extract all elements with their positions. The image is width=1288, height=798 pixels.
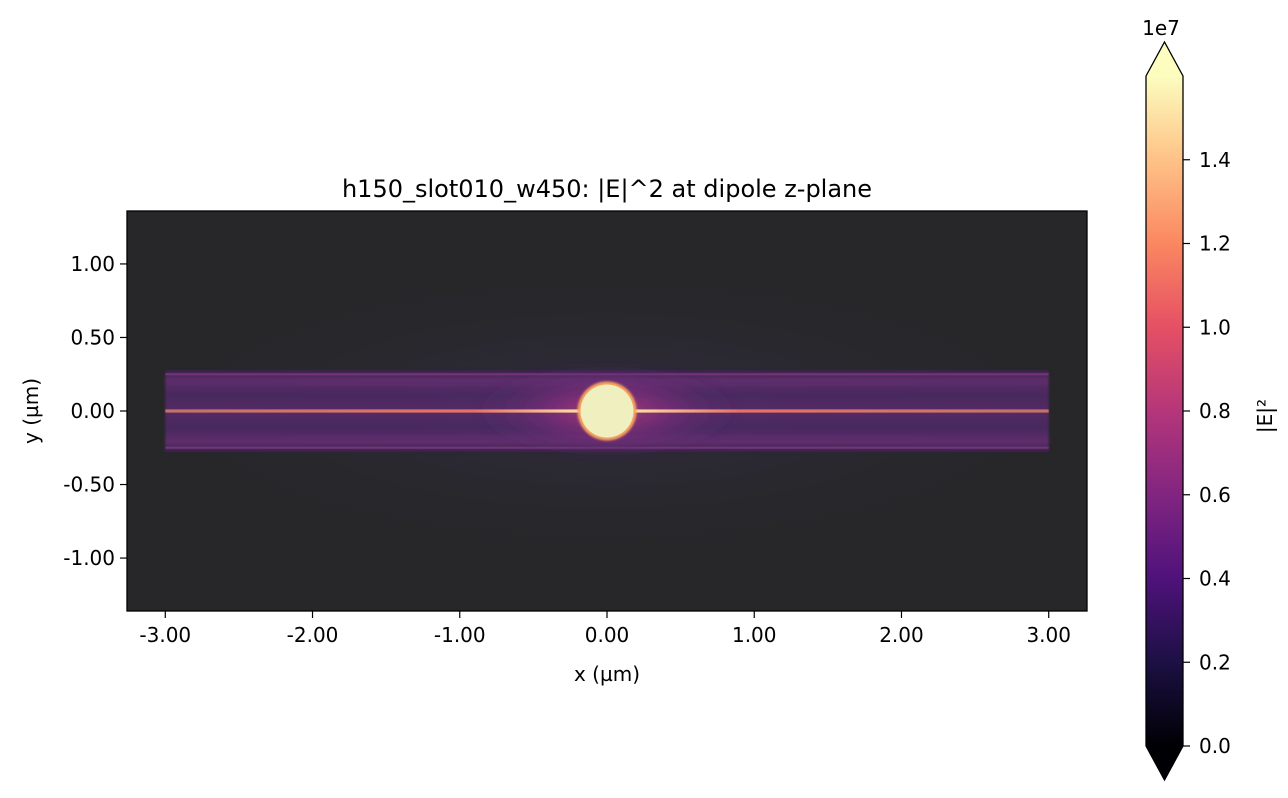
colorbar-tick-label: 1.2 bbox=[1199, 232, 1231, 256]
colorbar-tick-label: 1.4 bbox=[1199, 148, 1231, 172]
x-tick-label: 3.00 bbox=[1026, 623, 1071, 647]
colorbar-tick-label: 0.2 bbox=[1199, 650, 1231, 674]
y-tick-label: 0.50 bbox=[70, 325, 115, 349]
x-tick-label: -3.00 bbox=[139, 623, 191, 647]
colorbar-tick-label: 0.4 bbox=[1199, 567, 1231, 591]
hotspot-core bbox=[580, 384, 634, 438]
colorbar-extend-max bbox=[1146, 42, 1183, 76]
y-axis-label: y (µm) bbox=[19, 378, 43, 444]
colorbar-extend-min bbox=[1146, 746, 1183, 780]
y-axis-ticks: 1.00 0.50 0.00 -0.50 -1.00 bbox=[63, 252, 127, 570]
plot-area bbox=[126, 210, 1088, 612]
colorbar: 0.0 0.2 0.4 0.6 0.8 1.0 1.2 1.4 1e7 |E|² bbox=[1142, 16, 1277, 782]
colorbar-tick-label: 0.0 bbox=[1199, 734, 1231, 758]
x-tick-label: 1.00 bbox=[732, 623, 777, 647]
y-tick-label: 1.00 bbox=[70, 252, 115, 276]
colorbar-ticks: 0.0 0.2 0.4 0.6 0.8 1.0 1.2 1.4 bbox=[1183, 148, 1231, 758]
y-tick-label: -0.50 bbox=[63, 473, 115, 497]
field-layer bbox=[127, 263, 1087, 559]
x-axis-label: x (µm) bbox=[574, 662, 640, 686]
colorbar-tick-label: 1.0 bbox=[1199, 315, 1231, 339]
x-axis-ticks: -3.00 -2.00 -1.00 0.00 1.00 2.00 3.00 bbox=[139, 611, 1071, 647]
colorbar-tick-label: 0.6 bbox=[1199, 483, 1231, 507]
colorbar-label: |E|² bbox=[1253, 399, 1277, 433]
x-tick-label: -1.00 bbox=[434, 623, 486, 647]
chart-title: h150_slot010_w450: |E|^2 at dipole z-pla… bbox=[342, 175, 872, 203]
y-tick-label: 0.00 bbox=[70, 399, 115, 423]
x-tick-label: 2.00 bbox=[879, 623, 924, 647]
x-tick-label: 0.00 bbox=[585, 623, 630, 647]
colorbar-gradient bbox=[1146, 76, 1183, 746]
colorbar-offset-text: 1e7 bbox=[1142, 16, 1180, 40]
x-tick-label: -2.00 bbox=[287, 623, 339, 647]
y-tick-label: -1.00 bbox=[63, 546, 115, 570]
colorbar-tick-label: 0.8 bbox=[1199, 399, 1231, 423]
